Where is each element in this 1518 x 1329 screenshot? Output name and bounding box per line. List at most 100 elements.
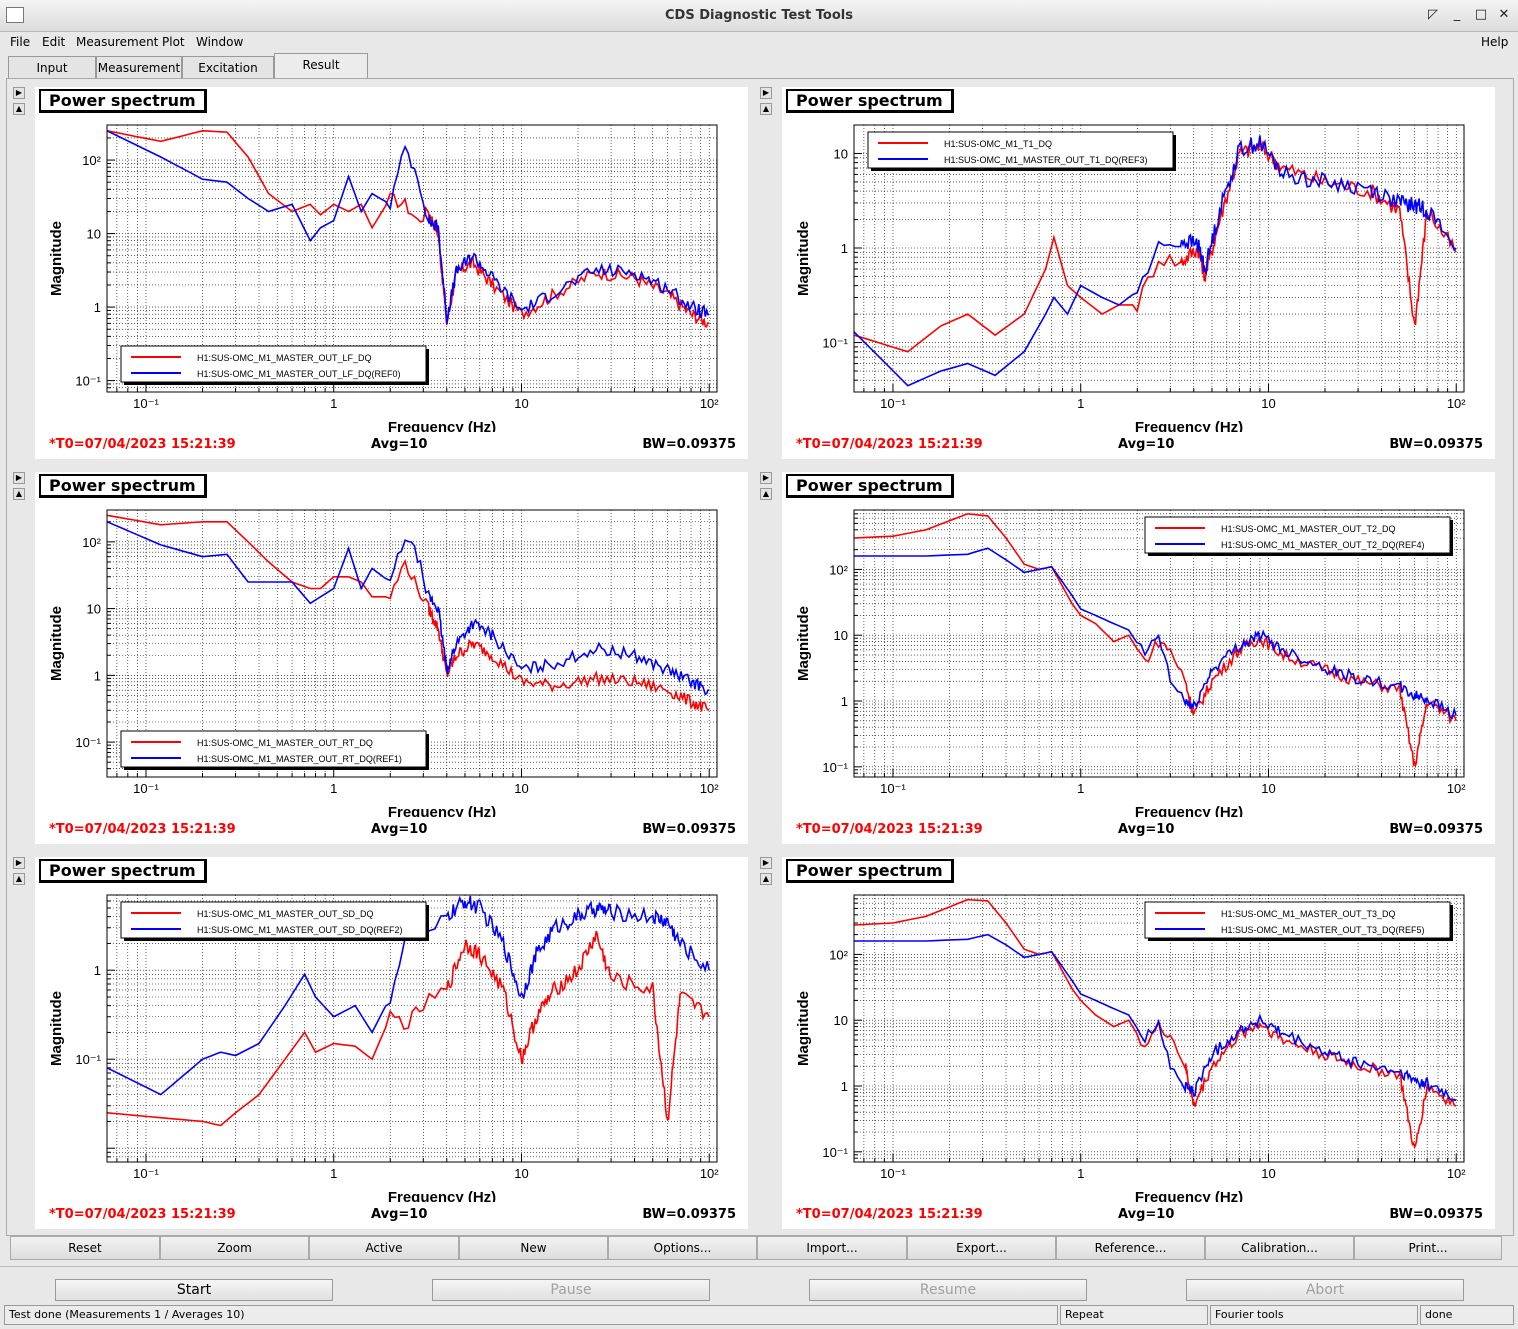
- arrow-up-icon[interactable]: ▲: [13, 488, 25, 500]
- title-bar: CDS Diagnostic Test Tools ◸ _ □ ✕: [0, 0, 1518, 32]
- plot-canvas[interactable]: Power spectrum 10⁻¹ 1 10 10² 10⁻¹ 1 10 10² Freque…: [35, 87, 748, 459]
- x-tick-label: 10: [514, 396, 528, 411]
- plot-title: Power spectrum: [786, 474, 954, 498]
- y-axis-label: Magnitude: [48, 606, 65, 681]
- import-button[interactable]: Import...: [757, 1236, 907, 1260]
- menu-measurement[interactable]: Measurement: [76, 35, 159, 49]
- y-tick-label: 10: [834, 146, 848, 161]
- y-tick-label: 1: [94, 300, 101, 315]
- arrow-right-icon[interactable]: ▶: [13, 472, 25, 484]
- menu-window[interactable]: Window: [196, 35, 244, 49]
- start-time-label: *T0=07/04/2023 15:21:39: [796, 1207, 983, 1222]
- start-button[interactable]: Start: [55, 1279, 333, 1301]
- menu-edit[interactable]: Edit: [42, 35, 66, 49]
- y-tick-label: 1: [841, 241, 848, 256]
- arrow-up-icon[interactable]: ▲: [760, 488, 772, 500]
- window-title: CDS Diagnostic Test Tools: [664, 8, 853, 23]
- arrow-up-icon[interactable]: ▲: [13, 873, 25, 885]
- result-area: ▶ ▲ Power spectrum 10⁻¹ 1 10 10² 10⁻¹ 1 10 10² Freq…: [6, 78, 1514, 1236]
- minimize-icon[interactable]: _: [1453, 7, 1461, 22]
- export-button[interactable]: Export...: [907, 1236, 1056, 1260]
- series-line: [853, 140, 1457, 353]
- start-time-label: *T0=07/04/2023 15:21:39: [796, 822, 983, 837]
- x-axis-label: Frequency (Hz): [1135, 1189, 1243, 1202]
- pause-button[interactable]: Pause: [432, 1279, 710, 1301]
- legend: [120, 345, 427, 383]
- calibration-button[interactable]: Calibration...: [1205, 1236, 1354, 1260]
- arrow-right-icon[interactable]: ▶: [760, 87, 772, 99]
- options-button[interactable]: Options...: [608, 1236, 757, 1260]
- y-tick-label: 10: [87, 602, 101, 617]
- tab-input[interactable]: Input: [8, 56, 96, 78]
- plot-canvas[interactable]: Power spectrum 10⁻¹ 1 10 10² 10⁻¹ 1 10 10² Freque…: [782, 857, 1495, 1229]
- x-tick-label: 10⁻¹: [133, 396, 159, 411]
- arrow-right-icon[interactable]: ▶: [13, 857, 25, 869]
- y-tick-label: 10: [834, 628, 848, 643]
- plot-canvas[interactable]: Power spectrum 10⁻¹ 1 10 10² 10⁻¹ 1 10 10² Freque…: [35, 472, 748, 844]
- averages-label: Avg=10: [1118, 437, 1175, 452]
- arrow-up-icon[interactable]: ▲: [760, 873, 772, 885]
- x-tick-label: 10²: [1447, 781, 1466, 796]
- spectrum-plot: 10⁻¹ 1 10 10² 10⁻¹ 1 10 10² Frequency (Hz) Magnit…: [795, 509, 1466, 817]
- averages-label: Avg=10: [1118, 1207, 1175, 1222]
- y-axis-label: Magnitude: [48, 221, 65, 296]
- series-line: [854, 933, 1457, 1102]
- active-button[interactable]: Active: [309, 1236, 459, 1260]
- plot-canvas[interactable]: Power spectrum 10⁻¹ 1 10 10² 10⁻¹ 1 10 Frequency…: [782, 87, 1495, 459]
- abort-button[interactable]: Abort: [1186, 1279, 1464, 1301]
- x-axis-label: Frequency (Hz): [1135, 419, 1243, 432]
- panel-scroll-controls: ▶ ▲: [756, 87, 776, 121]
- x-tick-label: 10⁻¹: [880, 396, 906, 411]
- arrow-up-icon[interactable]: ▲: [13, 103, 25, 115]
- x-tick-label: 10²: [700, 396, 719, 411]
- y-axis-label: Magnitude: [795, 991, 812, 1066]
- new-button[interactable]: New: [459, 1236, 608, 1260]
- menu-file[interactable]: File: [10, 35, 31, 49]
- y-tick-label: 10: [87, 227, 101, 242]
- x-tick-label: 1: [1077, 1166, 1084, 1181]
- x-tick-label: 10: [1261, 396, 1275, 411]
- status-repeat: Repeat: [1060, 1305, 1208, 1325]
- close-icon[interactable]: ✕: [1498, 7, 1510, 22]
- arrow-up-icon[interactable]: ▲: [760, 103, 772, 115]
- plot-canvas[interactable]: Power spectrum 10⁻¹ 1 10 10² 10⁻¹ 1 Frequency (…: [35, 857, 748, 1229]
- x-tick-label: 10: [1261, 1166, 1275, 1181]
- averages-label: Avg=10: [371, 1207, 428, 1222]
- print-button[interactable]: Print...: [1354, 1236, 1502, 1260]
- reset-button[interactable]: Reset: [10, 1236, 160, 1260]
- plot-frame: [853, 124, 1465, 393]
- x-tick-label: 10⁻¹: [133, 1166, 159, 1181]
- y-tick-label: 10⁻¹: [75, 374, 101, 389]
- plot-canvas[interactable]: Power spectrum 10⁻¹ 1 10 10² 10⁻¹ 1 10 10² Freque…: [782, 472, 1495, 844]
- reference-button[interactable]: Reference...: [1056, 1236, 1205, 1260]
- shade-icon[interactable]: ◸: [1428, 7, 1438, 22]
- tab-excitation[interactable]: Excitation: [182, 56, 274, 78]
- start-time-label: *T0=07/04/2023 15:21:39: [49, 822, 236, 837]
- legend-entry: H1:SUS-OMC_M1_MASTER_OUT_SD_DQ: [197, 909, 374, 919]
- plot-panel: ▶ ▲ Power spectrum 10⁻¹ 1 10 10² 10⁻¹ 1 10 10² Freq…: [7, 468, 754, 848]
- series-line: [853, 512, 1457, 769]
- arrow-right-icon[interactable]: ▶: [13, 87, 25, 99]
- arrow-right-icon[interactable]: ▶: [760, 472, 772, 484]
- maximize-icon[interactable]: □: [1474, 7, 1488, 22]
- resume-button[interactable]: Resume: [809, 1279, 1087, 1301]
- window-menu-icon[interactable]: [6, 7, 24, 23]
- status-bar: Test done (Measurements 1 / Averages 10)…: [0, 1305, 1518, 1327]
- tab-result[interactable]: Result: [274, 53, 368, 78]
- y-tick-label: 10⁻¹: [822, 760, 848, 775]
- plot-title: Power spectrum: [39, 859, 207, 883]
- menu-help[interactable]: Help: [1481, 35, 1509, 49]
- zoom-button[interactable]: Zoom: [160, 1236, 309, 1260]
- y-tick-label: 1: [94, 668, 101, 683]
- arrow-right-icon[interactable]: ▶: [760, 857, 772, 869]
- tab-measurement[interactable]: Measurement: [96, 56, 182, 78]
- x-tick-label: 10²: [1447, 396, 1466, 411]
- x-tick-label: 1: [330, 1166, 337, 1181]
- menu-plot[interactable]: Plot: [162, 35, 185, 49]
- x-tick-label: 10⁻¹: [880, 781, 906, 796]
- plot-panel: ▶ ▲ Power spectrum 10⁻¹ 1 10 10² 10⁻¹ 1 10 10² Freq…: [754, 853, 1501, 1233]
- legend: [867, 131, 1174, 169]
- averages-label: Avg=10: [371, 822, 428, 837]
- y-tick-label: 10²: [829, 562, 848, 577]
- plot-panel: ▶ ▲ Power spectrum 10⁻¹ 1 10 10² 10⁻¹ 1 10 Frequen…: [754, 83, 1501, 463]
